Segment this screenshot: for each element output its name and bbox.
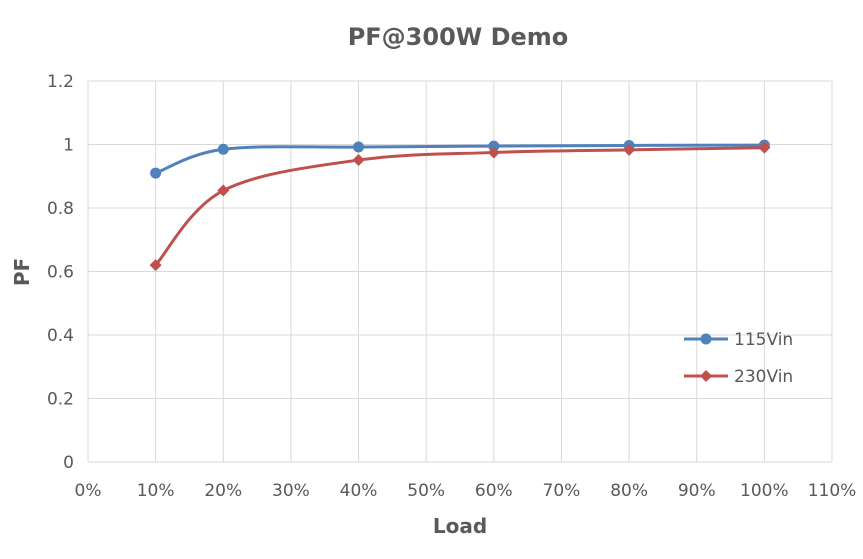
grid [87,80,833,463]
y-tick-label: 0.2 [47,390,74,410]
series [149,139,771,272]
legend-label: 230Vin [734,367,793,387]
y-tick-label: 1.2 [47,72,74,92]
data-point [217,143,229,155]
series-line-1 [154,146,766,267]
series-1 [149,141,771,272]
x-tick-label: 110% [808,481,857,501]
x-tick-label: 10% [137,481,175,501]
x-tick-label: 40% [340,481,378,501]
y-axis-title: PF [10,258,34,286]
y-axis-ticks: 0 0.2 0.4 0.6 0.8 1 1.2 [47,72,74,473]
legend-marker [700,370,712,382]
data-point [758,141,771,154]
data-point [353,141,365,153]
y-tick-label: 0.8 [47,199,74,219]
x-tick-label: 90% [678,481,716,501]
data-point [623,143,636,156]
x-tick-label: 50% [407,481,445,501]
y-tick-label: 1 [63,136,74,156]
x-axis-title: Load [433,514,487,538]
legend-item-1: 230Vin [684,367,793,387]
chart-title: PF@300W Demo [348,23,569,51]
y-tick-label: 0.6 [47,263,74,283]
x-tick-label: 30% [272,481,310,501]
x-tick-label: 70% [543,481,581,501]
data-point [352,154,365,167]
data-point [488,140,500,152]
x-tick-label: 0% [75,481,102,501]
legend-marker [700,333,712,345]
series-0 [150,139,770,179]
data-point [487,146,500,159]
data-point [217,184,230,197]
x-tick-label: 20% [204,481,242,501]
y-tick-label: 0 [63,453,74,473]
legend-item-0: 115Vin [684,330,793,350]
data-point [149,259,162,272]
x-axis-ticks: 0% 10% 20% 30% 40% 50% 60% 70% 80% 90% 100% 110% [75,481,857,501]
x-tick-label: 100% [740,481,789,501]
y-tick-label: 0.4 [47,326,74,346]
legend-label: 115Vin [734,330,793,350]
x-tick-label: 60% [475,481,513,501]
legend: 115Vin 230Vin [684,330,793,387]
data-point [150,167,162,179]
x-tick-label: 80% [610,481,648,501]
